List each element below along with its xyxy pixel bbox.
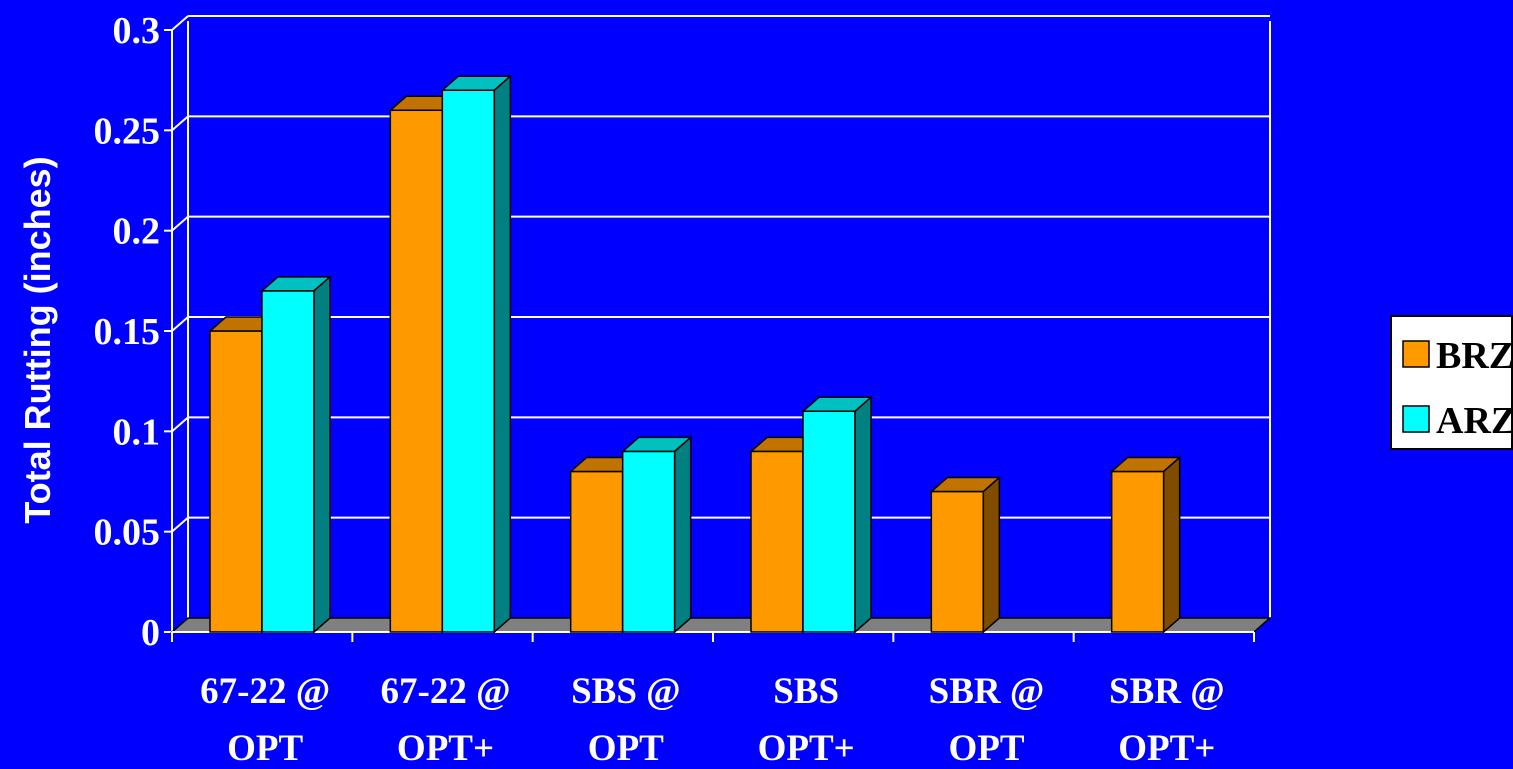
x-tick-label: SBR @ (1109, 671, 1225, 712)
x-tick-label: OPT+ (758, 728, 855, 769)
bar-arz (440, 74, 513, 634)
legend-swatch-arz (1402, 405, 1430, 433)
gridline-side (171, 316, 189, 332)
bar-front (802, 410, 856, 633)
x-tick-label: 67-22 @ (200, 671, 330, 712)
y-tick-label: 0 (141, 612, 160, 654)
x-tick-label: SBS (773, 671, 839, 712)
bar-front (209, 330, 263, 633)
bar-front (621, 450, 676, 633)
y-tick-labels: 0 0.05 0.1 0.15 0.2 0.25 0.3 (94, 10, 161, 654)
bar-front (569, 470, 624, 633)
bar-side (313, 275, 331, 634)
x-tick-label: OPT (227, 728, 303, 769)
grid-layer (164, 15, 1271, 633)
bars-layer (208, 74, 1182, 634)
chart-floor (170, 617, 1272, 642)
x-tick-label: OPT (588, 728, 664, 769)
bar-front (930, 490, 985, 633)
gridline-side (171, 516, 189, 533)
bar-front (441, 89, 496, 633)
bar-arz (260, 275, 332, 634)
legend: BRZ ARZ (1390, 315, 1513, 450)
bar-brz (1109, 455, 1182, 634)
bar-front (750, 450, 804, 633)
legend-label-arz: ARZ (1436, 400, 1513, 442)
x-tick-label: OPT+ (397, 728, 494, 769)
y-tick-label: 0.15 (94, 311, 161, 353)
gridline-side (171, 115, 189, 132)
x-tick-label: OPT (948, 728, 1024, 769)
gridline-side (171, 15, 189, 31)
bar-arz (620, 435, 693, 634)
bar-front (261, 290, 315, 633)
bar-side (493, 74, 512, 634)
y-tick-label: 0.3 (113, 10, 161, 52)
gridline-side (171, 215, 189, 232)
bar-side (673, 435, 692, 634)
x-tick-labels: 67-22 @ OPT 67-22 @ OPT+ SBS @ OPT SBS OPT+ SBR … (200, 671, 1224, 769)
bar-front (389, 109, 444, 633)
y-tick-label: 0.25 (94, 110, 161, 152)
legend-swatch-brz (1402, 340, 1430, 368)
gridline-side (171, 416, 189, 433)
x-tick-label: OPT+ (1118, 728, 1215, 769)
x-tick-label: 67-22 @ (381, 671, 511, 712)
y-tick-label: 0.05 (94, 512, 161, 554)
y-tick-label: 0.2 (113, 211, 161, 253)
bar-front (1110, 470, 1165, 633)
y-tick-label: 0.1 (113, 411, 161, 453)
bar-side (982, 475, 1001, 634)
bar-side (1162, 455, 1181, 634)
legend-label-brz: BRZ (1436, 335, 1513, 377)
bar-brz (929, 475, 1002, 634)
x-tick-label: SBS @ (571, 671, 681, 712)
floor-plane (170, 617, 1272, 633)
bar-side (854, 395, 872, 634)
x-tick-label: SBR @ (929, 671, 1045, 712)
bar-arz (801, 395, 873, 634)
y-axis-label: Total Rutting (inches) (17, 156, 58, 523)
